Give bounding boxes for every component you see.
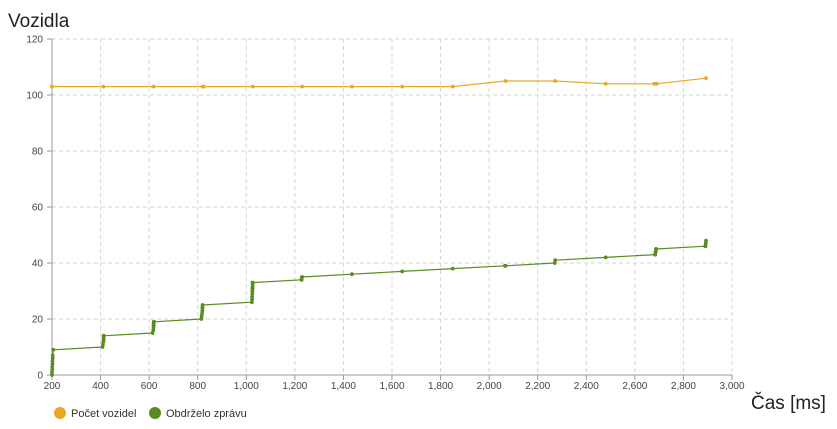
x-tick-label: 2,800: [671, 381, 696, 392]
x-axis-title: Čas [ms]: [751, 392, 826, 414]
data-point: [552, 261, 557, 265]
data-point: [101, 342, 105, 347]
data-point: [654, 247, 659, 251]
data-point: [50, 373, 54, 377]
data-point: [654, 81, 659, 86]
data-point: [51, 347, 56, 352]
y-tick-label: 40: [32, 259, 44, 270]
data-point: [450, 84, 455, 89]
x-tick-label: 3,000: [719, 381, 744, 392]
data-point: [101, 333, 106, 338]
data-point: [200, 303, 205, 307]
data-point: [50, 370, 54, 375]
x-tick-label: 400: [92, 381, 109, 392]
data-point: [201, 84, 206, 89]
y-axis-title: Vozidla: [8, 11, 70, 32]
legend: Počet vozidel Obdrželo zprávu: [54, 407, 247, 420]
y-tick-label: 20: [32, 315, 44, 326]
data-point: [151, 328, 156, 333]
series-line: [52, 77, 707, 88]
data-point: [250, 283, 255, 288]
data-point: [703, 244, 708, 249]
data-point: [350, 272, 354, 277]
data-point: [101, 336, 106, 341]
data-point: [50, 359, 55, 363]
data-point: [350, 84, 354, 89]
data-point: [300, 275, 305, 279]
data-point: [249, 300, 254, 305]
data-point: [50, 84, 54, 89]
x-tick-label: 1,200: [282, 381, 307, 392]
data-point: [703, 241, 708, 246]
series-0: [50, 76, 708, 89]
data-point: [704, 76, 708, 81]
x-tick-label: 2,600: [622, 381, 647, 392]
data-point: [603, 81, 608, 86]
series: [50, 76, 708, 377]
x-tick-label: 800: [189, 381, 206, 392]
x-tick-label: 600: [141, 381, 158, 392]
x-tick-label: 1,800: [428, 381, 453, 392]
data-point: [199, 317, 204, 321]
x-tick-label: 2,200: [525, 381, 550, 392]
data-point: [704, 238, 708, 243]
data-point: [250, 294, 255, 299]
x-tick-label: 200: [44, 381, 61, 392]
axes: 0 20 40 60 80 100 120 200 400 600 800 1,000 1,200 1,4…: [26, 35, 745, 393]
x-tick-label: 1,000: [234, 381, 259, 392]
y-tick-label: 80: [32, 147, 44, 158]
data-point: [250, 280, 255, 285]
data-point: [653, 249, 658, 254]
data-point: [503, 79, 508, 83]
data-point: [200, 311, 204, 316]
y-tick-label: 120: [26, 35, 43, 46]
data-point: [50, 361, 55, 366]
data-point: [200, 305, 205, 310]
data-point: [250, 84, 255, 89]
x-tick-label: 1,400: [331, 381, 356, 392]
data-point: [50, 353, 55, 358]
data-point: [553, 79, 558, 83]
data-point: [250, 286, 255, 291]
data-point: [200, 308, 205, 313]
x-tick-label: 1,600: [379, 381, 404, 392]
data-point: [250, 289, 255, 293]
y-tick-label: 0: [37, 371, 43, 382]
y-tick-label: 100: [26, 91, 43, 102]
data-point: [101, 339, 106, 344]
data-point: [400, 84, 405, 89]
data-point: [553, 258, 558, 263]
legend-swatch: [149, 407, 161, 419]
x-tick-label: 2,400: [574, 381, 599, 392]
legend-swatch: [54, 407, 66, 419]
data-point: [199, 314, 204, 319]
data-point: [100, 345, 105, 349]
x-tick-label: 2,000: [477, 381, 502, 392]
legend-label: Obdrželo zprávu: [166, 408, 247, 420]
data-point: [400, 269, 405, 274]
data-point: [299, 277, 304, 282]
data-point: [250, 291, 255, 296]
series-1: [50, 238, 708, 377]
series-line: [51, 240, 707, 375]
data-point: [250, 297, 255, 302]
data-point: [503, 263, 508, 268]
data-point: [300, 84, 305, 89]
grid: [52, 38, 733, 375]
data-point: [50, 367, 55, 372]
data-point: [101, 84, 106, 89]
legend-label: Počet vozidel: [71, 408, 136, 420]
data-point: [603, 255, 608, 260]
data-point: [450, 266, 455, 271]
data-point: [151, 322, 156, 327]
data-point: [151, 84, 156, 89]
data-point: [50, 356, 55, 361]
data-point: [152, 319, 156, 324]
y-tick-label: 60: [32, 203, 44, 214]
data-point: [50, 364, 55, 369]
data-point: [151, 325, 156, 330]
data-point: [653, 252, 658, 257]
